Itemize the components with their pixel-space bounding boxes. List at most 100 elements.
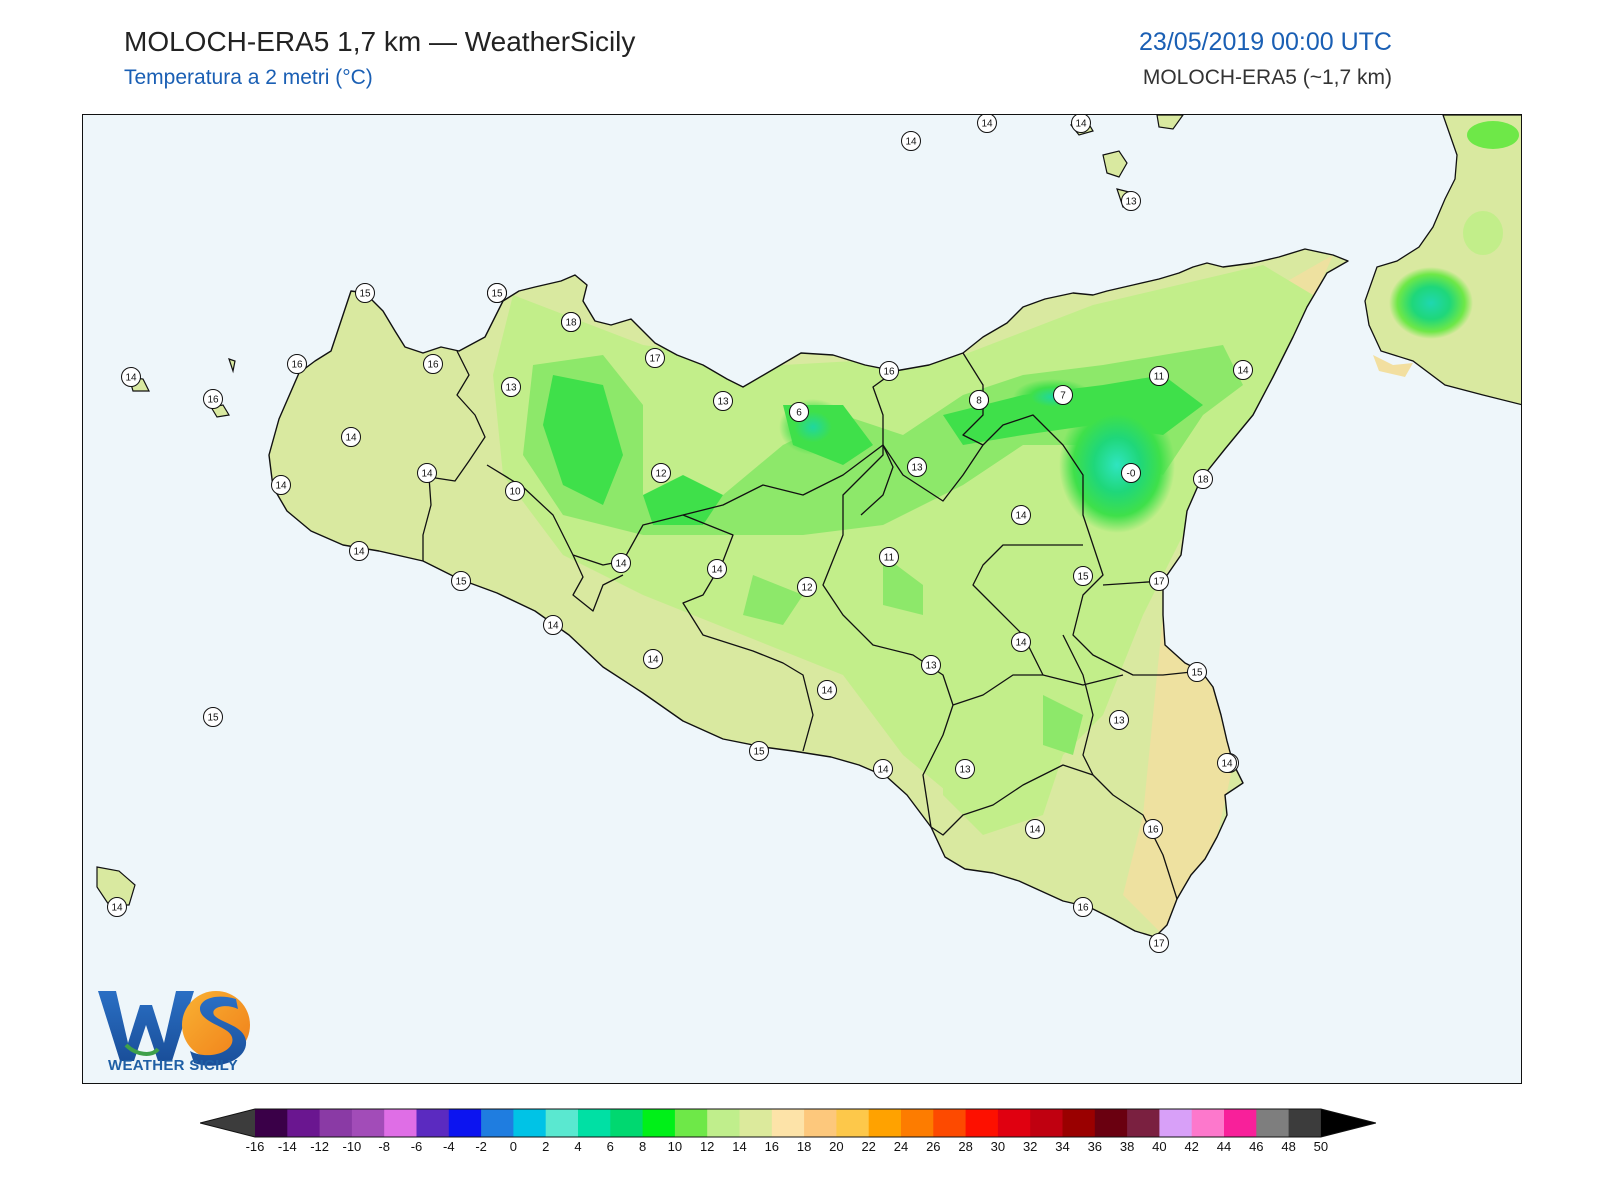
temperature-map[interactable]: 1414141315161416151516161518171313681687… [82,114,1522,1084]
station-marker: 16 [1143,819,1163,839]
colorbar-under-arrow [200,1109,255,1137]
map-canvas: 1414141315161416151516161518171313681687… [83,115,1521,1083]
station-circle [1143,819,1163,839]
station-circle [1109,710,1129,730]
colorbar-segment [1062,1109,1096,1137]
station-marker: 8 [969,390,989,410]
station-circle [749,741,769,761]
station-circle [121,367,141,387]
station-marker: 13 [1109,710,1129,730]
station-circle [1149,933,1169,953]
station-value: 13 [1125,197,1137,208]
station-circle [287,354,307,374]
station-circle [921,655,941,675]
station-marker: 14 [341,427,361,447]
station-value: 14 [1221,759,1233,770]
colorbar-tick-label: 14 [732,1139,746,1154]
station-circle [611,553,631,573]
station-value: 14 [547,621,559,632]
station-value: 16 [1077,903,1089,914]
colorbar-segment [1191,1109,1225,1137]
station-value: 18 [1197,475,1209,486]
colorbar-tick-label: 32 [1023,1139,1037,1154]
colorbar-segment [578,1109,611,1137]
station-circle [879,361,899,381]
station-circle [349,541,369,561]
station-value: 14 [1015,638,1027,649]
colorbar-tick-label: 42 [1184,1139,1198,1154]
colorbar-tick-label: 30 [991,1139,1005,1154]
station-value: 17 [1153,577,1165,588]
logo-text: WEATHER SICILY [108,1057,239,1074]
station-value: 15 [1077,572,1089,583]
colorbar-segment [319,1109,353,1137]
station-marker: 17 [1149,933,1169,953]
station-marker: 13 [955,759,975,779]
station-value: 14 [345,433,357,444]
station-circle [203,389,223,409]
station-circle [707,559,727,579]
station-value: 11 [1154,372,1165,383]
colorbar-tick-label: 0 [510,1139,517,1154]
station-circle [203,707,223,727]
station-marker: 14 [817,680,837,700]
model-label: MOLOCH-ERA5 (~1,7 km) [1142,66,1392,89]
station-value: 14 [615,559,627,570]
station-marker: 14 [643,649,663,669]
station-value: 14 [981,119,993,130]
colorbar-segment [804,1109,837,1137]
station-marker: 6 [789,402,809,422]
colorbar-segment [481,1109,514,1137]
station-marker: 14 [1071,115,1091,133]
colorbar-tick-label: 16 [765,1139,779,1154]
colorbar-segment [1224,1109,1257,1137]
colorbar-tick-label: 24 [894,1139,908,1154]
station-value: 11 [884,553,895,564]
station-marker: 14 [1217,753,1237,773]
colorbar-segment [351,1109,385,1137]
colorbar-segment [287,1109,321,1137]
station-marker: 18 [1193,469,1213,489]
station-circle [561,312,581,332]
station-circle [817,680,837,700]
station-marker: 14 [707,559,727,579]
colorbar-segment [416,1109,450,1137]
valid-time: 23/05/2019 00:00 UTC [1139,28,1392,56]
station-circle [341,427,361,447]
colorbar-segment [1159,1109,1193,1137]
station-value: 14 [1237,366,1249,377]
station-marker: 15 [203,707,223,727]
station-circle [643,649,663,669]
colorbar-tick-label: 6 [607,1139,614,1154]
station-marker: 15 [487,283,507,303]
colorbar-over-arrow [1320,1109,1376,1137]
station-circle [1011,505,1031,525]
station-circle [1217,753,1237,773]
station-value: 16 [1147,825,1159,836]
station-value: 12 [801,583,813,594]
colorbar-tick-label: 40 [1152,1139,1166,1154]
station-marker: 16 [879,361,899,381]
station-circle [1121,463,1141,483]
colorbar-segment [1030,1109,1063,1137]
station-marker: 11 [1149,366,1169,386]
station-circle [1121,191,1141,211]
station-marker: 16 [423,354,443,374]
station-marker: 16 [203,389,223,409]
colorbar-segment [836,1109,870,1137]
station-marker: 14 [977,115,997,133]
station-value: 13 [925,661,937,672]
station-value: 16 [883,367,895,378]
colorbar-tick-label: 44 [1217,1139,1231,1154]
colorbar-segment [707,1109,740,1137]
colorbar-segment [1127,1109,1160,1137]
station-value: 17 [649,354,661,365]
minor-islands [96,115,1184,906]
station-circle [1071,115,1091,133]
station-value: 13 [911,463,923,474]
colorbar-segment [739,1109,773,1137]
colorbar-segment [1094,1109,1128,1137]
station-value: 7 [1060,391,1066,402]
temperature-colorbar: -16 -14 -12 -10 -8 -6 -4 -2 0 2 4 6 8 10 12 14 16 18 20 22 2… [200,1108,1377,1154]
station-marker: 15 [355,283,375,303]
